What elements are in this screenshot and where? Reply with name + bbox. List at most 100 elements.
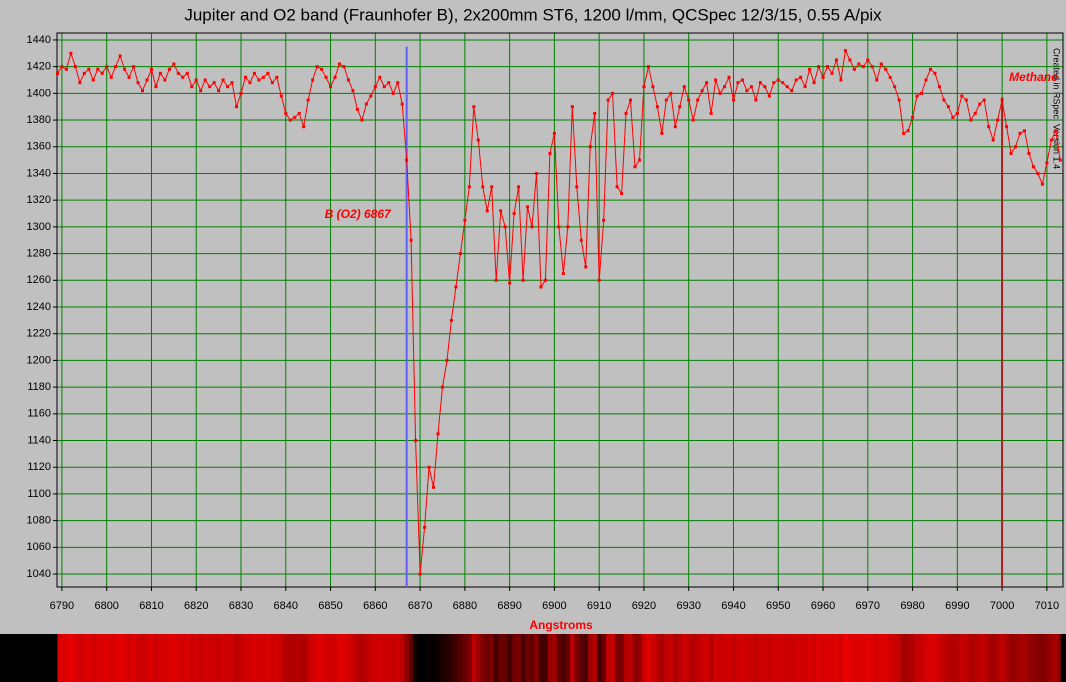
spectrum-band bbox=[261, 634, 267, 682]
spectrum-band bbox=[319, 634, 325, 682]
data-point bbox=[745, 89, 749, 93]
data-point bbox=[521, 278, 525, 282]
spectrum-band bbox=[332, 634, 338, 682]
data-point bbox=[297, 111, 301, 115]
data-point bbox=[678, 105, 682, 109]
data-point bbox=[167, 67, 171, 71]
spectrum-band bbox=[489, 634, 495, 682]
spectrum-band bbox=[753, 634, 759, 682]
spectrum-band bbox=[243, 634, 249, 682]
data-point bbox=[673, 125, 677, 129]
spectrum-band bbox=[910, 634, 916, 682]
spectrum-band bbox=[995, 634, 1001, 682]
data-point bbox=[660, 131, 664, 135]
data-point bbox=[517, 185, 521, 189]
spectrum-band bbox=[677, 634, 683, 682]
x-tick-label: 7000 bbox=[990, 600, 1014, 612]
data-point bbox=[387, 81, 391, 85]
data-point bbox=[655, 105, 659, 109]
spectrum-band bbox=[758, 634, 763, 682]
spectrum-band bbox=[932, 634, 938, 682]
data-point bbox=[557, 225, 561, 229]
spectrum-band bbox=[153, 634, 159, 682]
spectrum-band bbox=[68, 634, 74, 682]
spectrum-band bbox=[511, 634, 517, 682]
data-point bbox=[646, 65, 650, 69]
data-point bbox=[924, 78, 928, 82]
spectrum-band bbox=[1026, 634, 1032, 682]
data-point bbox=[423, 525, 427, 529]
data-point bbox=[87, 67, 91, 71]
spectrum-band bbox=[417, 634, 423, 682]
spectrum-band bbox=[682, 634, 687, 682]
spectrum-band bbox=[619, 634, 625, 682]
spectrum-band bbox=[565, 634, 571, 682]
data-point bbox=[978, 102, 982, 106]
spectrum-band bbox=[713, 634, 719, 682]
data-point bbox=[799, 75, 803, 79]
spectrum-band bbox=[838, 634, 844, 682]
data-point bbox=[624, 111, 628, 115]
spectrum-band bbox=[368, 634, 374, 682]
data-point bbox=[109, 75, 113, 79]
data-point bbox=[857, 62, 861, 66]
x-tick-label: 7010 bbox=[1035, 600, 1059, 612]
spectrum-band bbox=[301, 634, 307, 682]
data-point bbox=[749, 85, 753, 89]
data-point bbox=[485, 209, 489, 213]
data-point bbox=[602, 218, 606, 222]
data-point bbox=[870, 65, 874, 69]
spectrum-band bbox=[149, 634, 155, 682]
spectrum-band bbox=[408, 634, 414, 682]
data-point bbox=[1040, 182, 1044, 186]
data-point bbox=[1005, 125, 1009, 129]
data-point bbox=[526, 205, 530, 209]
spectrum-band bbox=[485, 634, 490, 682]
spectrum-band bbox=[135, 634, 141, 682]
spectrum-band bbox=[543, 634, 549, 682]
data-point bbox=[293, 115, 297, 119]
data-point bbox=[96, 67, 100, 71]
data-point bbox=[955, 111, 959, 115]
data-point bbox=[346, 78, 350, 82]
data-point bbox=[445, 358, 449, 362]
spectrum-band bbox=[265, 634, 271, 682]
y-tick-label: 1420 bbox=[27, 61, 51, 73]
spectrum-band bbox=[973, 634, 978, 682]
data-point bbox=[114, 65, 118, 69]
spectrum-band bbox=[507, 634, 513, 682]
spectrum-band bbox=[704, 634, 710, 682]
spectrum-band bbox=[690, 634, 696, 682]
spectrum-band bbox=[99, 634, 105, 682]
spectrum-band bbox=[686, 634, 692, 682]
data-point bbox=[566, 225, 570, 229]
data-point bbox=[82, 71, 86, 75]
data-point bbox=[472, 105, 476, 109]
data-point bbox=[190, 85, 194, 89]
y-tick-label: 1300 bbox=[27, 221, 51, 233]
spectrum-band bbox=[189, 634, 195, 682]
data-point bbox=[960, 94, 964, 98]
spectrum-band bbox=[843, 634, 849, 682]
spectrum-band bbox=[117, 634, 123, 682]
data-point bbox=[731, 98, 735, 102]
data-point bbox=[946, 105, 950, 109]
x-tick-label: 6940 bbox=[721, 600, 745, 612]
data-point bbox=[158, 71, 162, 75]
data-point bbox=[338, 62, 342, 66]
data-point bbox=[651, 85, 655, 89]
data-point bbox=[723, 85, 727, 89]
spectrum-band bbox=[59, 634, 65, 682]
data-point bbox=[817, 65, 821, 69]
data-point bbox=[1058, 158, 1062, 162]
spectrum-band bbox=[610, 634, 616, 682]
spectrum-band bbox=[556, 634, 562, 682]
spectrum-band bbox=[829, 634, 835, 682]
spectrum-band bbox=[493, 634, 499, 682]
spectrum-band bbox=[959, 634, 965, 682]
spectrum-band bbox=[373, 634, 378, 682]
spectrum-band bbox=[252, 634, 258, 682]
data-point bbox=[266, 71, 270, 75]
data-point bbox=[212, 81, 216, 85]
spectrum-band bbox=[292, 634, 298, 682]
